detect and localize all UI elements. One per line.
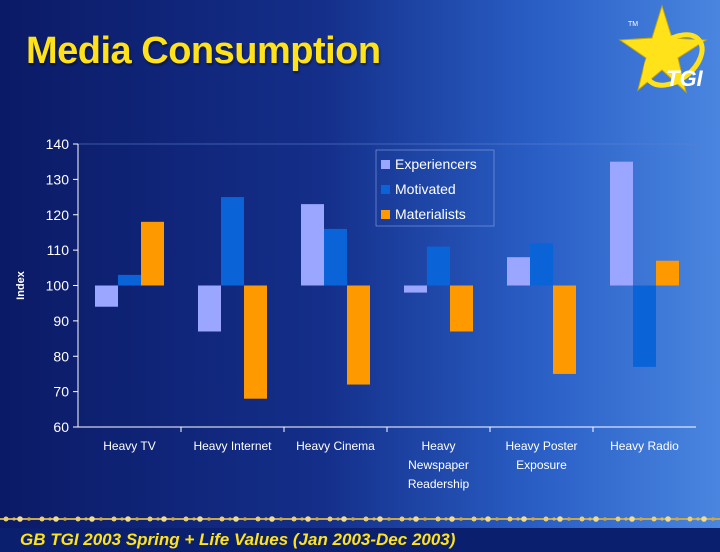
legend-label: Materialists (395, 206, 466, 222)
bar-motivated-4 (530, 243, 553, 286)
decorative-ribbon (0, 512, 720, 526)
legend-label: Motivated (395, 181, 456, 197)
x-tick-label: Heavy Cinema (296, 439, 375, 453)
legend-swatch-materialists (381, 210, 390, 219)
footer-bar (0, 528, 720, 552)
bar-materialists-2 (347, 285, 370, 385)
bar-chart: 60 70 80 90 100 110 120 130 140 Index Heavy TV Heav… (16, 136, 697, 491)
bar-motivated-1 (221, 197, 244, 286)
bar-materialists-4 (553, 285, 576, 374)
bar-motivated-5 (633, 285, 656, 367)
y-tick-label: 70 (53, 384, 69, 400)
x-tick-label: Heavy TV (103, 439, 155, 453)
footer-source: GB TGI 2003 Spring + Life Values (Jan 20… (20, 530, 456, 549)
x-tick-label: Heavy Internet (193, 439, 272, 453)
x-tick-label: Heavy Poster (505, 439, 577, 453)
y-tick-label: 90 (53, 313, 69, 329)
y-tick-label: 110 (47, 242, 70, 258)
y-tick-label: 130 (46, 171, 70, 187)
bar-experiencers-3 (404, 285, 427, 293)
y-tick-label: 60 (53, 419, 69, 435)
legend-swatch-motivated (381, 185, 390, 194)
orbit-icon (643, 32, 705, 88)
logo-tm: TM (628, 21, 638, 28)
bar-experiencers-1 (198, 285, 221, 332)
footer-base: Base: 18-26 (612, 532, 701, 549)
legend-box (375, 149, 495, 227)
legend-label: Experiencers (395, 156, 477, 172)
bar-materialists-0 (141, 221, 164, 286)
x-tick-label: Heavy Radio (610, 439, 679, 453)
x-tick-label: Newspaper (408, 458, 469, 472)
bar-materialists-1 (244, 285, 267, 399)
y-tick-label: 80 (53, 348, 69, 364)
bar-experiencers-2 (301, 204, 324, 286)
bar-experiencers-4 (507, 257, 530, 286)
tgi-logo: TM TGI (618, 4, 708, 94)
bar-motivated-2 (324, 228, 347, 286)
y-tick-label: 140 (46, 136, 70, 152)
slide-title: Media Consumption (26, 30, 381, 72)
bar-motivated-0 (118, 274, 141, 286)
bar-materialists-5 (656, 260, 679, 286)
bar-motivated-3 (427, 246, 450, 286)
y-axis-label: Index (16, 270, 27, 300)
bar-experiencers-5 (610, 161, 633, 286)
bar-materialists-3 (450, 285, 473, 332)
x-tick-label: Heavy (421, 439, 455, 453)
bar-experiencers-0 (95, 285, 118, 307)
y-tick-label: 100 (46, 278, 70, 294)
y-tick-label: 120 (46, 207, 70, 223)
x-tick-label: Readership (408, 477, 470, 491)
logo-text: TGI (666, 66, 704, 91)
legend-swatch-experiencers (381, 160, 390, 169)
x-tick-label: Exposure (516, 458, 567, 472)
